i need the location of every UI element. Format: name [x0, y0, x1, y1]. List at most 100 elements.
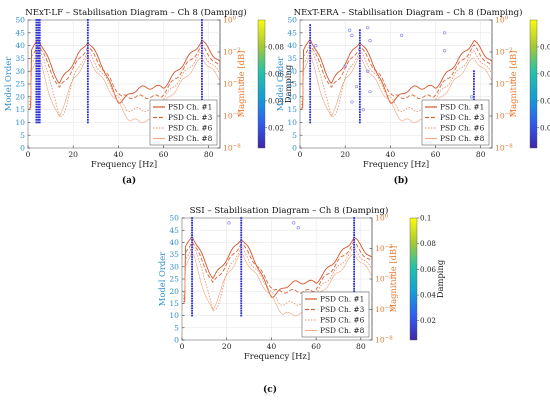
stable-pole [473, 95, 475, 98]
y-left-tick-label: 35 [169, 250, 179, 259]
y-left-tick-label: 10 [169, 311, 179, 320]
stable-pole [37, 93, 40, 96]
stable-pole [353, 285, 356, 288]
chart-title: NExT-ERA – Stabilisation Diagram – Ch 8 … [294, 7, 523, 18]
stable-pole [35, 37, 38, 39]
stable-pole [38, 80, 41, 83]
stable-pole [240, 314, 243, 317]
stable-pole [240, 263, 243, 266]
stable-pole [191, 290, 193, 293]
stable-pole [191, 263, 193, 266]
y-right-tick-label: 10−8 [223, 144, 241, 153]
stable-pole [353, 270, 356, 273]
stable-pole [240, 300, 243, 302]
stable-pole [309, 42, 312, 44]
stable-pole [201, 26, 203, 29]
stable-pole [353, 219, 356, 222]
stable-pole [37, 83, 40, 85]
stable-pole [240, 309, 243, 312]
psd-line-ch8 [183, 251, 372, 317]
stable-pole [473, 72, 475, 75]
stable-pole [240, 295, 243, 297]
y-right-tick-label: 100 [375, 214, 389, 223]
x-tick-label: 20 [340, 150, 350, 159]
stable-pole [191, 256, 193, 258]
stable-pole [38, 52, 41, 55]
stable-pole [38, 121, 41, 124]
stable-pole [309, 62, 312, 65]
stable-pole [358, 113, 361, 116]
stable-pole [38, 116, 41, 119]
chart-title: SSI – Stabilisation Diagram – Ch 8 (Damp… [190, 205, 389, 216]
y-left-tick-label: 15 [287, 105, 297, 114]
stable-pole [35, 88, 38, 91]
stable-pole [86, 116, 89, 119]
stable-pole [353, 248, 356, 251]
y-left-tick-label: 25 [169, 275, 179, 284]
stable-pole [473, 93, 475, 96]
stable-pole [358, 121, 361, 124]
stable-pole [86, 95, 89, 98]
stable-pole [86, 37, 89, 39]
stable-pole [358, 54, 361, 57]
stable-pole [35, 103, 38, 106]
stable-pole [309, 93, 312, 96]
stable-pole [309, 118, 312, 121]
stable-pole [240, 251, 243, 254]
stable-pole [358, 101, 361, 103]
y-right-tick-label: 10−4 [495, 80, 513, 89]
colorbar-tick-label: 0.02 [540, 123, 550, 132]
unstable-pole [442, 31, 447, 35]
colorbar [257, 19, 266, 149]
stable-pole [240, 297, 243, 300]
stable-pole [86, 88, 89, 91]
stable-pole [38, 98, 41, 101]
stable-pole [191, 241, 193, 244]
stable-pole [86, 39, 89, 42]
y-right-tick-exponent: 0 [505, 16, 509, 22]
stable-pole [86, 34, 89, 37]
x-tick-label: 60 [431, 150, 441, 159]
stable-pole [37, 113, 40, 116]
x-axis-label: Frequency [Hz] [244, 351, 310, 361]
stable-pole [86, 26, 89, 29]
stable-pole [38, 60, 41, 62]
stable-pole [353, 221, 356, 224]
stable-pole [37, 29, 40, 32]
stable-pole [191, 300, 193, 302]
colorbar-tick-label: 0.04 [420, 291, 436, 300]
x-tick-label: 80 [476, 150, 486, 159]
chart-panel-c: SSI – Stabilisation Diagram – Ch 8 (Damp… [157, 205, 445, 395]
stable-pole [240, 282, 243, 285]
y-left-tick-label: 40 [15, 41, 25, 50]
stable-pole [201, 52, 203, 55]
stable-pole [37, 85, 40, 88]
unstable-pole [368, 90, 372, 94]
stable-pole [358, 90, 361, 93]
grid [299, 19, 492, 149]
stable-pole [309, 57, 312, 60]
y-left-tick-label: 0 [20, 144, 25, 153]
y-left-tick-label: 45 [169, 226, 179, 235]
y-left-tick-label: 50 [169, 214, 179, 223]
stable-pole [309, 52, 312, 55]
stable-pole [353, 231, 356, 234]
x-axis-label: Frequency [Hz] [91, 159, 157, 169]
stable-pole [38, 21, 41, 24]
stable-pole [35, 108, 38, 111]
x-tick-label: 40 [386, 150, 396, 159]
x-tick-label: 60 [311, 342, 321, 351]
stable-pole [35, 80, 38, 83]
stable-pole [37, 60, 40, 62]
y-left-axis-label: Model Order [157, 252, 167, 306]
stable-pole [309, 31, 312, 34]
y-left-axis-label: Model Order [275, 57, 285, 111]
stable-pole [35, 98, 38, 101]
y-right-tick-exponent: −6 [233, 112, 242, 118]
stable-pole [191, 217, 193, 219]
stable-pole [353, 282, 356, 285]
stable-pole [201, 70, 203, 73]
stable-pole [37, 31, 40, 34]
y-left-tick-label: 5 [20, 131, 25, 140]
